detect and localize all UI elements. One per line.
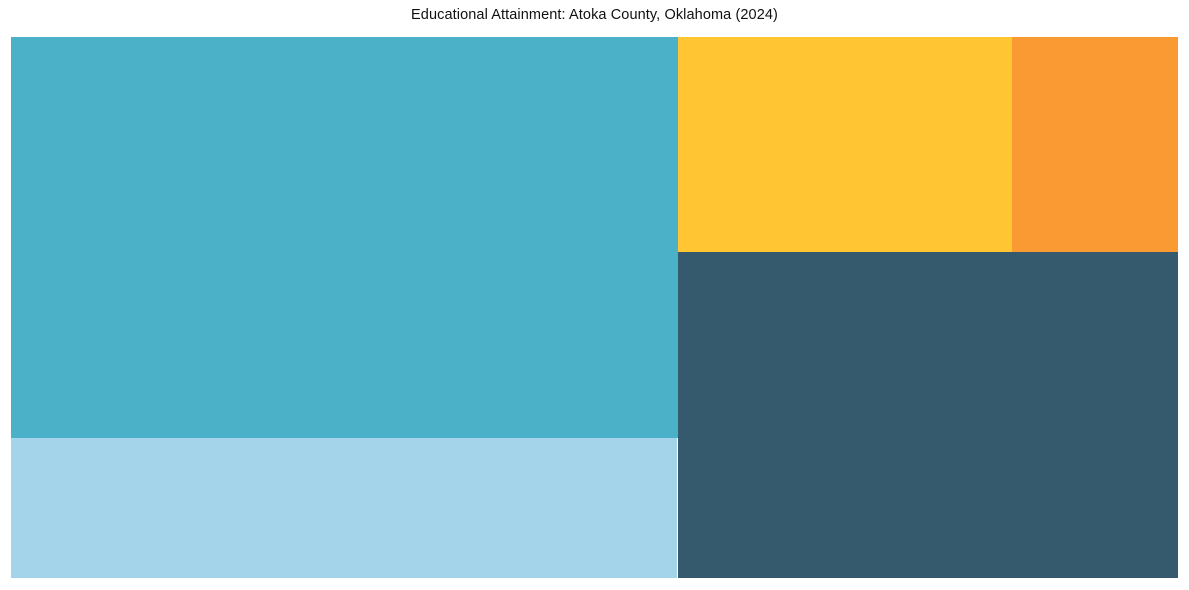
- treemap-tile-less-than-high-school[interactable]: Less than high school: [678, 252, 1178, 578]
- treemap-tile-bachelors-degree[interactable]: Bachelor's degree: [678, 37, 1012, 252]
- treemap-tile-high-school-graduate[interactable]: High school graduate: [11, 37, 678, 438]
- treemap-tile-graduate-or-professional-degree[interactable]: Graduate or professional degree: [1012, 37, 1178, 252]
- page-title: Educational Attainment: Atoka County, Ok…: [411, 7, 778, 23]
- treemap-tile-some-college-no-degree[interactable]: Some college, no degree: [11, 438, 677, 578]
- treemap-plot-area: High school graduate Some college, no de…: [11, 37, 1178, 578]
